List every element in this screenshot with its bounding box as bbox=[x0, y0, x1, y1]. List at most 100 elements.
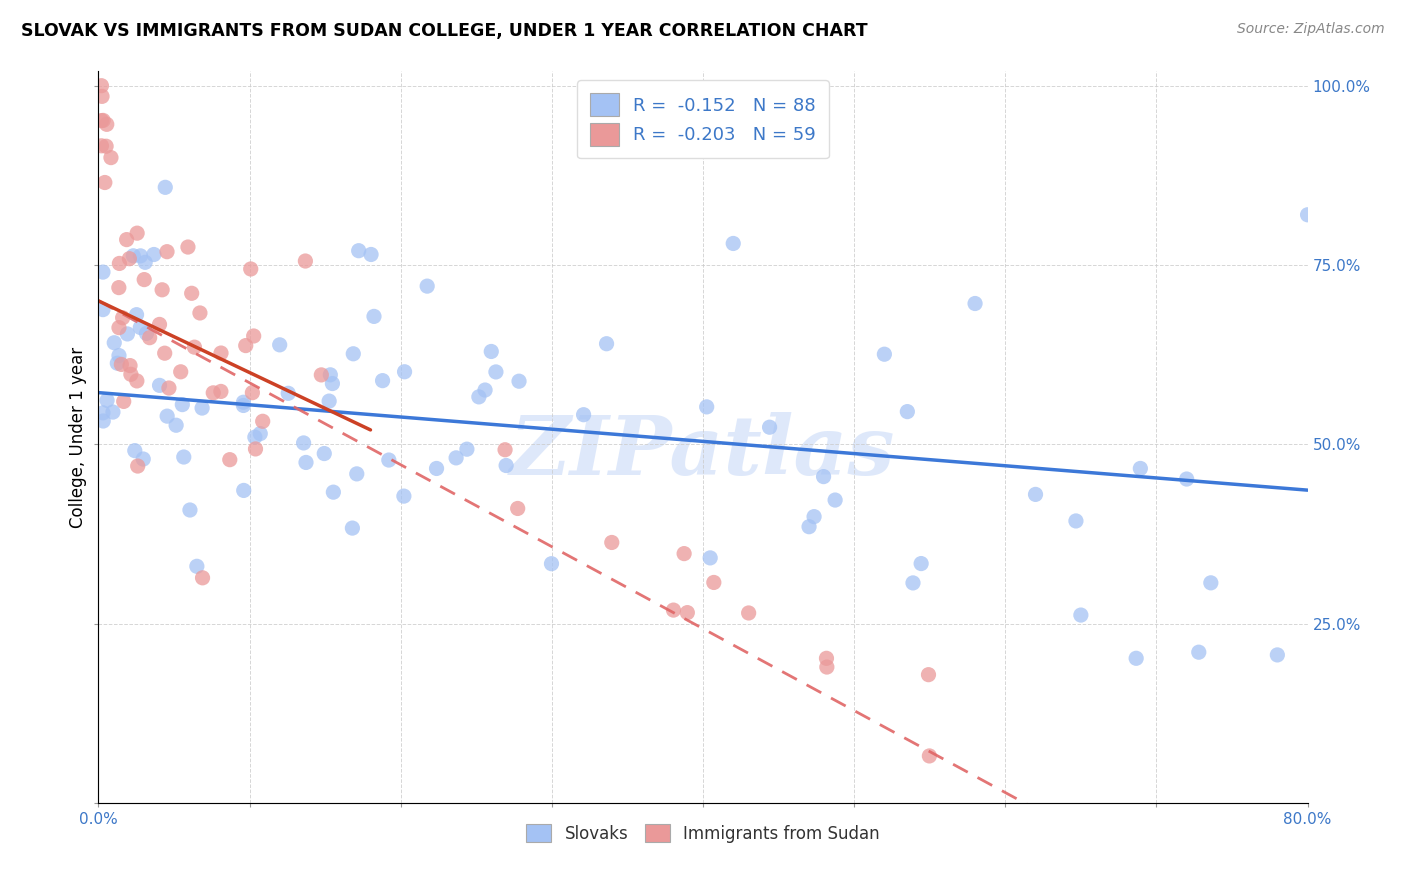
Point bbox=[108, 280, 131, 294]
Point bbox=[295, 455, 318, 469]
Point bbox=[156, 409, 179, 424]
Point bbox=[737, 606, 759, 620]
Point bbox=[232, 399, 254, 413]
Point bbox=[703, 575, 725, 590]
Point bbox=[148, 378, 170, 392]
Point bbox=[425, 461, 447, 475]
Point bbox=[129, 249, 152, 263]
Point bbox=[249, 426, 271, 441]
Point bbox=[96, 393, 118, 408]
Point bbox=[1296, 208, 1319, 222]
Point bbox=[1267, 648, 1289, 662]
Point bbox=[378, 453, 401, 467]
Point bbox=[321, 376, 343, 391]
Point bbox=[129, 320, 152, 334]
Point bbox=[918, 748, 941, 763]
Point bbox=[540, 557, 562, 571]
Point bbox=[134, 272, 156, 286]
Point bbox=[1024, 487, 1046, 501]
Point bbox=[156, 244, 179, 259]
Point bbox=[269, 338, 291, 352]
Point bbox=[474, 383, 496, 397]
Point bbox=[91, 89, 114, 103]
Point bbox=[873, 347, 896, 361]
Point bbox=[90, 78, 112, 93]
Point bbox=[363, 310, 385, 324]
Text: SLOVAK VS IMMIGRANTS FROM SUDAN COLLEGE, UNDER 1 YEAR CORRELATION CHART: SLOVAK VS IMMIGRANTS FROM SUDAN COLLEGE,… bbox=[21, 22, 868, 40]
Point bbox=[699, 550, 721, 565]
Point bbox=[125, 374, 148, 388]
Point bbox=[311, 368, 333, 382]
Point bbox=[191, 401, 214, 415]
Point bbox=[232, 483, 254, 498]
Point bbox=[322, 485, 344, 500]
Point bbox=[100, 151, 122, 165]
Point bbox=[392, 489, 415, 503]
Point bbox=[723, 236, 745, 251]
Point bbox=[91, 265, 114, 279]
Point bbox=[456, 442, 478, 457]
Y-axis label: College, Under 1 year: College, Under 1 year bbox=[69, 346, 87, 528]
Point bbox=[965, 296, 987, 310]
Point bbox=[673, 547, 696, 561]
Point bbox=[292, 436, 315, 450]
Point bbox=[183, 340, 205, 354]
Point bbox=[1199, 575, 1222, 590]
Point bbox=[506, 501, 529, 516]
Point bbox=[111, 310, 134, 325]
Point bbox=[676, 606, 699, 620]
Point bbox=[346, 467, 368, 481]
Point bbox=[901, 575, 924, 590]
Point bbox=[1129, 461, 1152, 475]
Point bbox=[371, 374, 394, 388]
Point bbox=[252, 414, 274, 428]
Point bbox=[157, 381, 180, 395]
Point bbox=[165, 418, 187, 433]
Point bbox=[118, 252, 141, 266]
Point bbox=[142, 247, 165, 261]
Point bbox=[468, 390, 491, 404]
Point bbox=[155, 180, 177, 194]
Point bbox=[150, 283, 173, 297]
Point bbox=[360, 247, 382, 261]
Point bbox=[347, 244, 370, 258]
Point bbox=[188, 306, 211, 320]
Point bbox=[572, 408, 595, 422]
Point bbox=[172, 398, 194, 412]
Point bbox=[1070, 608, 1092, 623]
Point bbox=[813, 469, 835, 483]
Point bbox=[103, 335, 125, 350]
Point bbox=[508, 374, 530, 388]
Point bbox=[595, 336, 617, 351]
Point bbox=[132, 452, 155, 467]
Point bbox=[91, 302, 114, 317]
Point bbox=[135, 326, 157, 341]
Point bbox=[318, 394, 340, 409]
Point bbox=[239, 262, 262, 277]
Point bbox=[105, 356, 128, 370]
Point bbox=[342, 347, 364, 361]
Point bbox=[170, 365, 193, 379]
Point bbox=[173, 450, 195, 464]
Point bbox=[120, 368, 142, 382]
Point bbox=[101, 405, 124, 419]
Point bbox=[127, 458, 149, 473]
Point bbox=[117, 326, 139, 341]
Text: Source: ZipAtlas.com: Source: ZipAtlas.com bbox=[1237, 22, 1385, 37]
Point bbox=[202, 385, 225, 400]
Point bbox=[896, 404, 918, 418]
Point bbox=[218, 452, 240, 467]
Point bbox=[91, 406, 114, 420]
Point bbox=[122, 249, 145, 263]
Point bbox=[124, 443, 146, 458]
Point bbox=[495, 458, 517, 473]
Point bbox=[118, 359, 141, 373]
Point bbox=[494, 442, 516, 457]
Point bbox=[108, 349, 131, 363]
Point bbox=[917, 667, 939, 681]
Point bbox=[662, 603, 685, 617]
Point bbox=[94, 176, 117, 190]
Text: ZIPatlas: ZIPatlas bbox=[510, 412, 896, 491]
Point bbox=[186, 559, 208, 574]
Point bbox=[180, 286, 202, 301]
